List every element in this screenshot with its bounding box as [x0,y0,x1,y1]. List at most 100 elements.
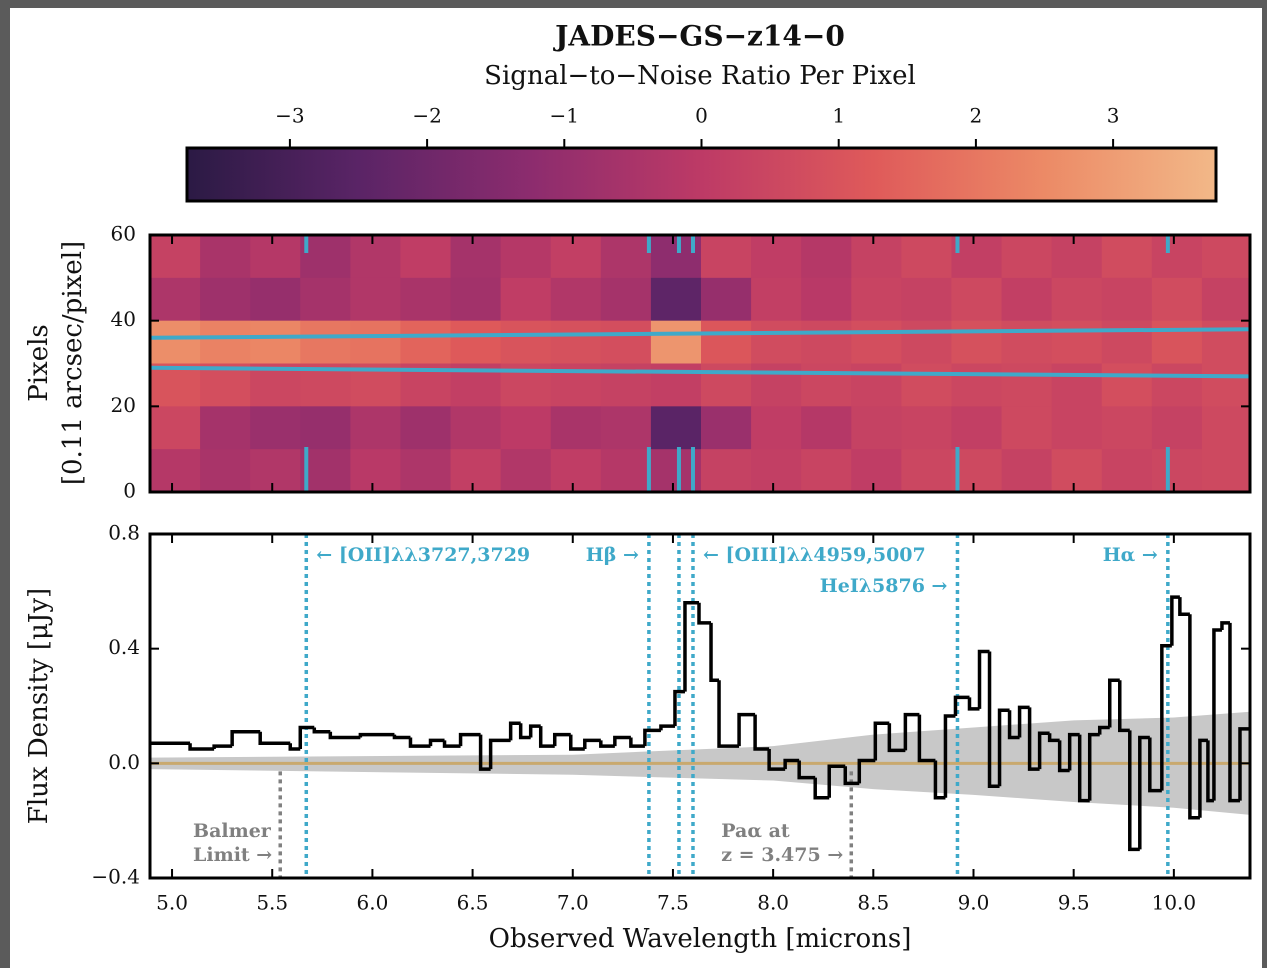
pixel [1001,235,1053,279]
pixel [1101,235,1153,279]
pixel [550,406,602,450]
colorbar [185,146,1218,203]
spectrum-step [583,738,601,749]
spectrum-step [1037,731,1050,770]
spectrum-step [1007,710,1020,740]
spectrum-step [518,723,531,740]
spectrum-step [358,732,395,738]
x-tick-label: 7.0 [557,891,589,915]
pixel [300,449,351,492]
pixel [400,320,452,364]
pixel [600,406,652,450]
pixel [1101,277,1153,322]
x-tick-label: 10.0 [1152,891,1197,915]
pixel [300,235,351,279]
pixel [901,235,952,279]
pixel [150,363,201,407]
spectrum-step [288,743,301,751]
spectrum-step [1228,622,1240,803]
spectrum-step [1097,725,1110,735]
image-panel [150,235,1250,492]
pixel [801,320,852,364]
pixel [1051,363,1103,407]
spectrum-step [1212,628,1222,801]
spectrum-step [933,760,946,800]
pixel [1201,363,1250,407]
spectrum-step [1067,732,1080,771]
pixel [450,406,502,450]
spectrum-step [673,689,685,727]
spectrum-step [857,758,876,784]
colorbar-tick-label: −2 [412,104,441,128]
spectrum-step [659,724,675,731]
spectrum-step [212,744,233,749]
aperture-line [150,327,1250,340]
pixel [1151,406,1203,450]
pixel [200,235,251,279]
pixel [650,320,702,364]
reference-label: z = 3.475 → [721,844,843,866]
spectrum-step [997,708,1010,787]
y-tick-label: 0 [123,479,136,503]
pixel [150,320,201,364]
pixel [1101,449,1153,492]
spectrum-step [629,737,645,748]
pixel [550,320,602,364]
pixel [1001,449,1053,492]
axes-frame [148,532,1252,880]
pixel [1101,320,1153,364]
colorbar-tick-label: 3 [1107,104,1120,128]
pixel [851,320,902,364]
pixel [701,235,752,279]
spectrum-step [1238,727,1250,801]
x-tick-label: 5.0 [156,891,188,915]
x-tick-label: 9.5 [1058,891,1090,915]
colorbar-tick-label: −3 [275,104,304,128]
y-tick-label: 0.0 [108,750,140,774]
pixel [801,235,852,279]
spectrum-step [987,651,1000,789]
spectrum-step [328,731,361,740]
pixel [951,277,1003,322]
pixel [350,277,401,322]
pixel [300,320,351,364]
pixel [150,406,201,450]
pixel [200,363,251,407]
spectrum-step [943,714,956,798]
pixel [901,406,952,450]
colorbar-tick-label: 2 [970,104,983,128]
pixel [350,235,401,279]
spectrum-step [827,764,846,798]
spectrum-step [298,725,315,749]
spectrum-step [903,712,920,751]
chart-title: JADES−GS−z14−0 [552,20,845,53]
spectrum-step [613,735,631,747]
spectrum-step [843,766,860,786]
y-tick-label: 20 [111,393,136,417]
y-axis-label: Flux Density [μJy] [24,588,54,824]
line-label: HeIλ5876 → [820,575,948,597]
pixel [951,235,1003,279]
y-tick-label: 0.8 [108,521,140,545]
x-tick-label: 5.5 [256,891,288,915]
pixel [1201,320,1250,364]
pixel [901,277,952,322]
spectrum-step [428,738,445,747]
pixel [200,406,251,450]
pixel [1101,363,1153,407]
reference-label: Limit → [193,844,272,866]
pixel [1151,277,1203,322]
x-tick-label: 6.0 [356,891,388,915]
spectrum-step [478,734,491,771]
spectrum-step [717,680,740,748]
colorbar-tick-label: 1 [832,104,845,128]
pixel [250,320,301,364]
spectrum-step [783,758,800,770]
line-label: Hα → [1103,544,1158,566]
pixel [701,320,752,364]
spectrum-step [528,724,541,738]
spectrum-step [643,728,661,747]
spectrum-step [1017,705,1030,738]
spectrum-step [188,743,215,751]
